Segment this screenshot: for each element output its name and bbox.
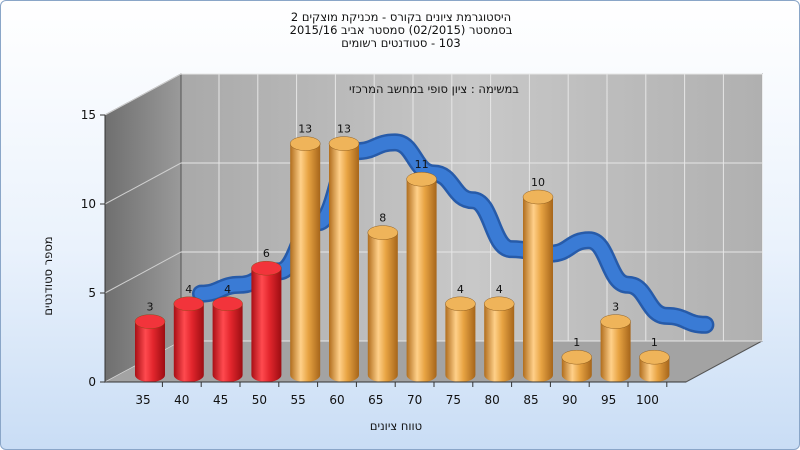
x-tick-label: 100 [636,393,659,407]
bar-35: 3 [134,301,166,382]
chart-title: היסטוגרמת ציונים בקורס - מכניקת מוצקים 2… [201,11,601,50]
bar-value-label: 6 [263,247,270,260]
bar-body [290,143,321,382]
x-tick-label: 90 [562,393,577,407]
bar-65: 8 [367,212,398,382]
bar-value-label: 10 [531,176,545,189]
bar-value-label: 1 [573,336,580,349]
title-line-2: בסמסטר (02/2015) סמסטר אביב 2015/16 [289,23,513,37]
bar-body [251,268,282,382]
bar-body [367,232,398,382]
bar-body [445,303,476,382]
bar-top [484,296,515,311]
bar-top [328,136,360,151]
bar-top [600,314,631,329]
bar-value-label: 4 [185,283,192,296]
x-axis-title: טווח ציונים [369,419,423,433]
title-line-1: היסטוגרמת ציונים בקורס - מכניקת מוצקים 2 [290,10,512,24]
bar-body [600,321,631,382]
bar-body [484,303,515,382]
bar-75: 4 [445,283,476,382]
bar-body [329,143,359,382]
chart-annotation: במשימה : ציון סופי במחשב המרכזי [349,82,519,96]
bar-value-label: 3 [612,301,619,314]
x-tick-label: 40 [174,393,189,407]
bar-70: 11 [406,158,437,382]
x-tick-label: 70 [407,393,422,407]
bar-100: 1 [639,336,670,382]
x-tick-label: 85 [523,393,538,407]
bar-top [522,189,554,205]
bar-top [561,350,592,365]
bar-body [173,303,204,382]
y-axis-title: מספר סטודנטים [41,236,55,316]
gridline-side [104,162,182,205]
bar-40: 4 [173,283,205,382]
x-tick-label: 75 [446,393,461,407]
bar-value-label: 8 [379,212,386,225]
bar-value-label: 4 [496,283,503,296]
y-tick-label: 15 [81,108,96,122]
x-tick-label: 45 [213,393,228,407]
bar-85: 10 [522,176,554,382]
bar-top [445,296,476,311]
bar-top [639,350,670,365]
bar-value-label: 13 [298,123,312,136]
x-tick-label: 65 [368,393,383,407]
y-tick-label: 0 [88,375,96,389]
bar-top [173,296,205,311]
y-tick-label: 5 [88,286,96,300]
x-tick-label: 80 [485,393,500,407]
y-tick-label: 10 [81,197,96,211]
gridline-side [104,73,182,116]
bar-value-label: 13 [337,123,351,136]
bar-60: 13 [328,123,360,382]
bar-top [406,171,437,187]
gridline-side [104,251,182,294]
x-tick-label: 60 [329,393,344,407]
title-line-3: 103 - סטודנטים רשומים [341,36,461,50]
x-tick-label: 50 [252,393,267,407]
bar-top [134,314,166,329]
bar-value-label: 4 [457,283,464,296]
bar-body [406,179,437,382]
axes-group: 0 5 10 15 35 40 45 50 55 60 65 70 75 80 85 90 95 100 [81,108,686,407]
bar-90: 1 [561,336,592,382]
bar-value-label: 3 [147,301,154,314]
bar-80: 4 [484,283,515,382]
bar-value-label: 1 [651,336,658,349]
bar-body [523,197,553,382]
x-tick-label: 35 [135,393,150,407]
bar-top [290,136,321,151]
bar-50: 6 [251,247,282,382]
bar-value-label: 4 [224,283,231,296]
bar-top [212,296,243,311]
bar-value-label: 11 [415,158,429,171]
x-tick-label: 55 [291,393,306,407]
bar-45: 4 [212,283,243,382]
x-tick-label: 95 [601,393,616,407]
bar-body [135,321,165,382]
bar-95: 3 [600,301,631,382]
bar-top [367,225,398,240]
bar-top [251,261,282,276]
bar-body [212,303,243,382]
bar-55: 13 [290,123,321,382]
